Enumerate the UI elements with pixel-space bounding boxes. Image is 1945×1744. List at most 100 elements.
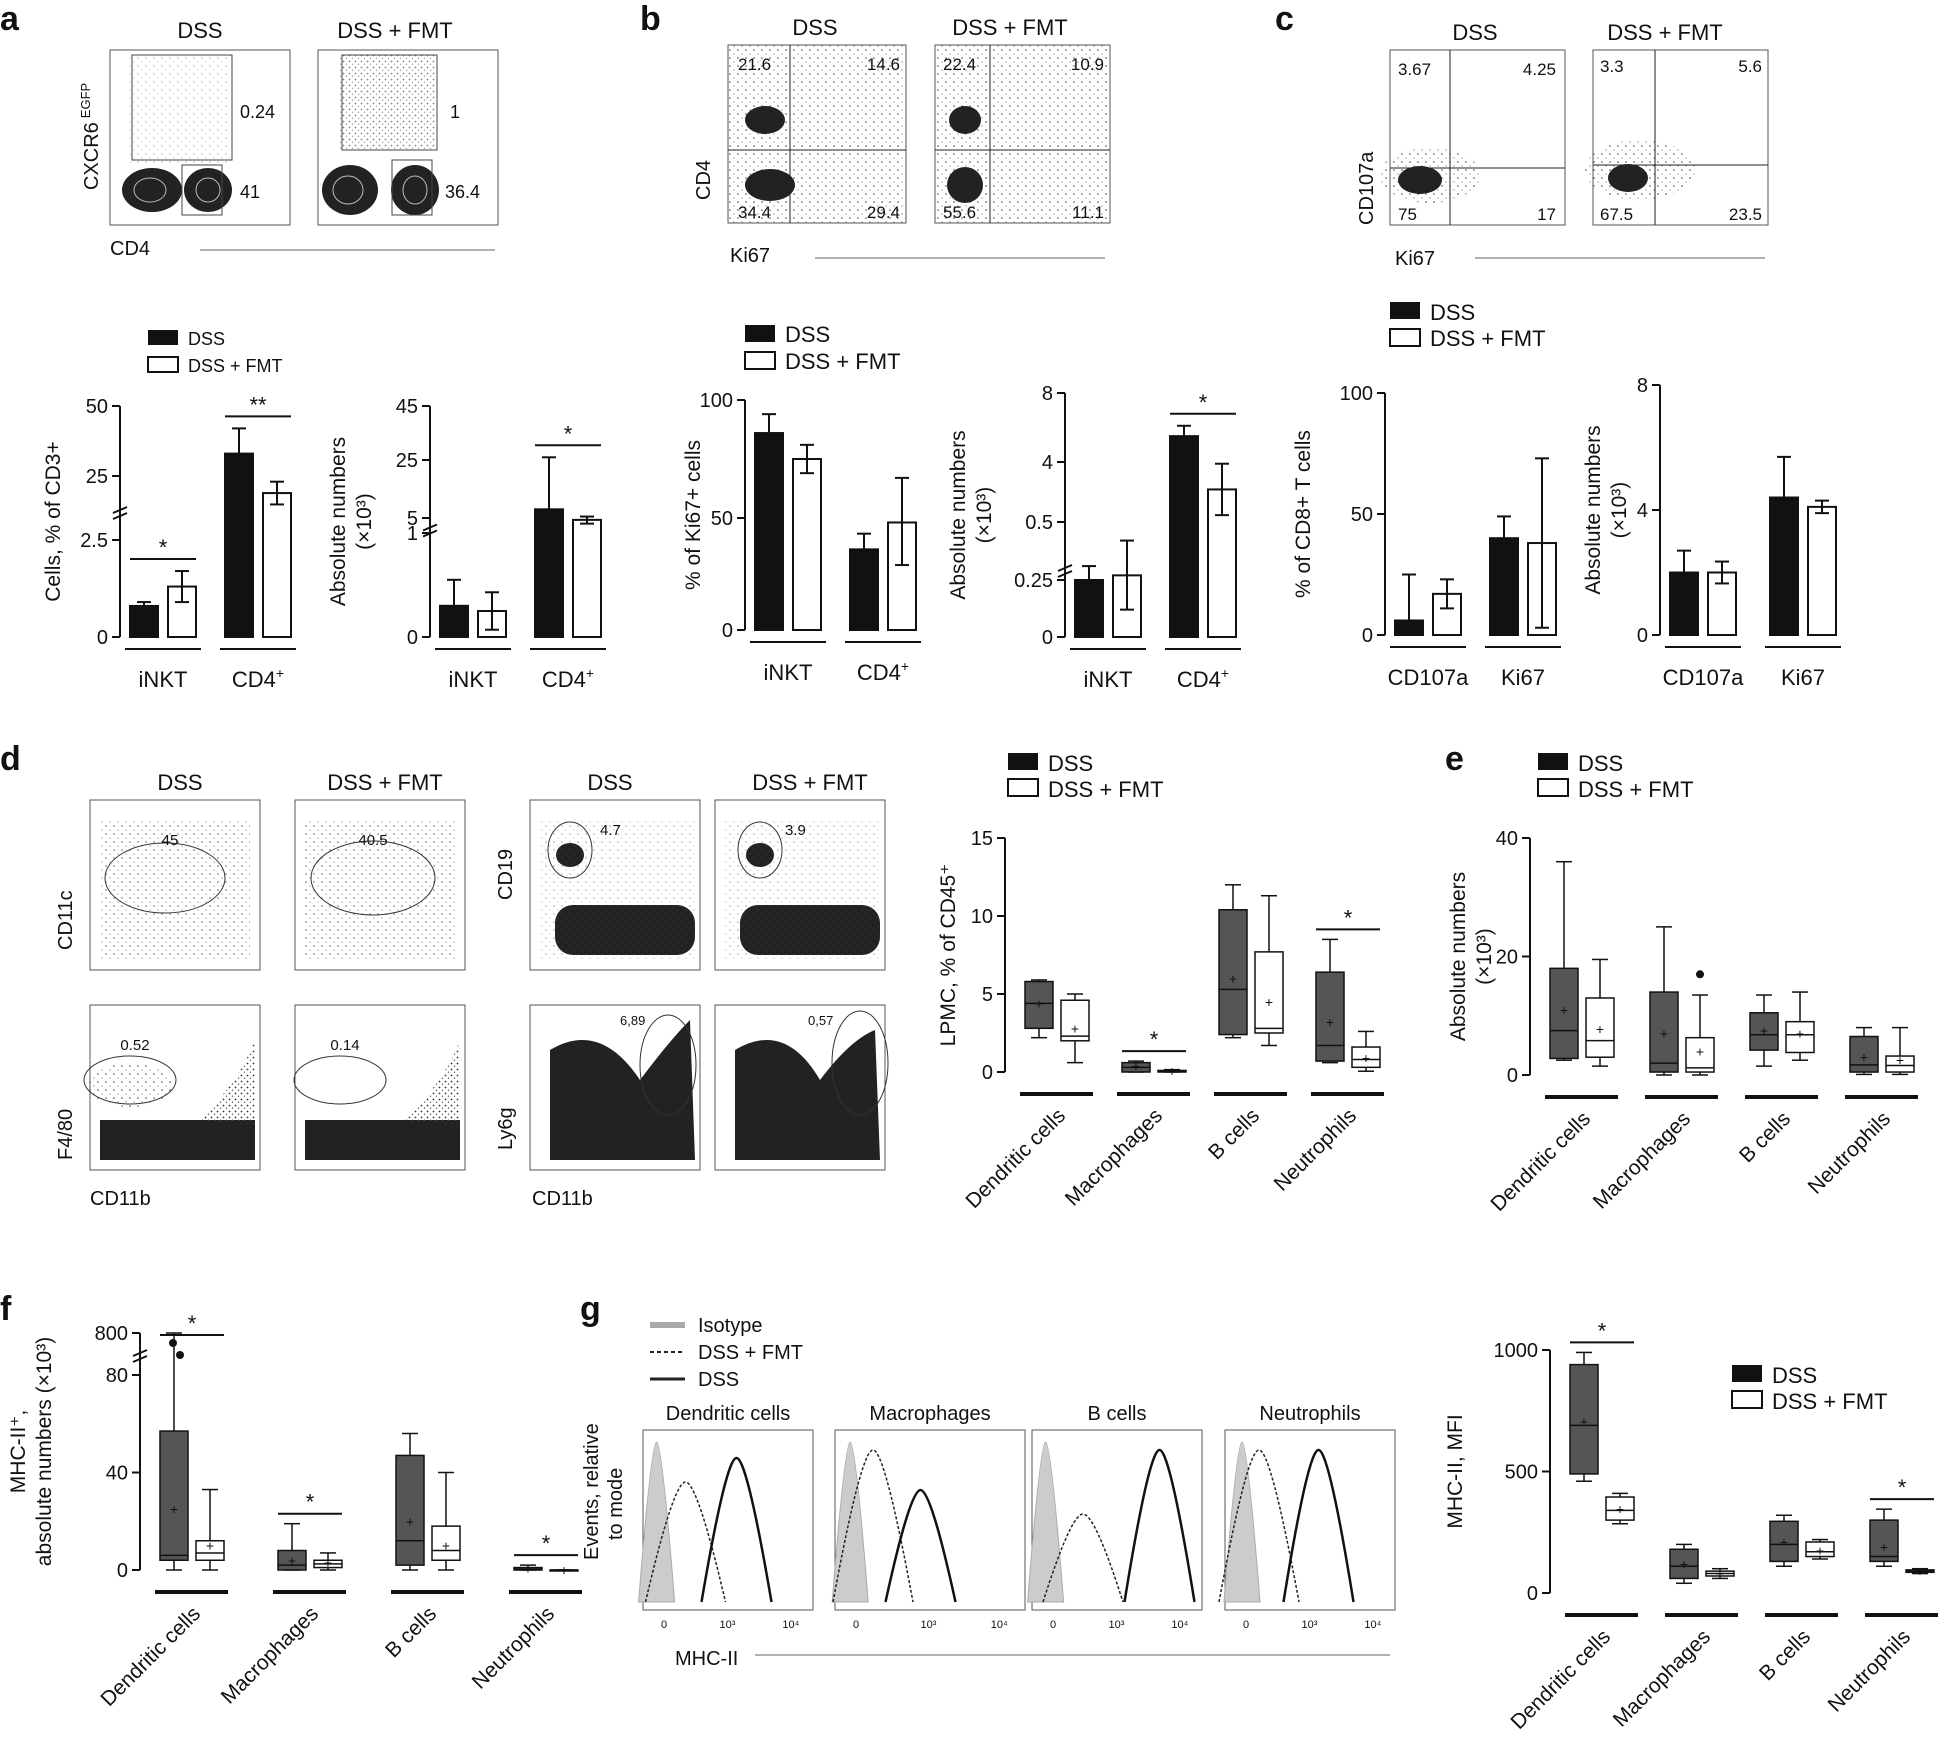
histogram-title: Macrophages: [869, 1403, 990, 1425]
significance-label: *: [306, 1490, 315, 1515]
flow-d-x-3: CD11b: [90, 1188, 151, 1210]
y-tick-label: 100: [700, 390, 733, 412]
chart-g-box: 0 500 1000 MHC-II, MFI + + Dendritic cells * + + M…: [1444, 1318, 1938, 1734]
histogram-tick: 10³: [1109, 1619, 1125, 1631]
y-axis-label: MHC-II, MFI: [1444, 1414, 1467, 1528]
flow-c: DSS DSS + FMT 3.67 4.25 75 17 3.3 5.6 67…: [1356, 20, 1769, 270]
y-tick-label: 0: [1362, 625, 1373, 647]
mean-marker: +: [1132, 1058, 1140, 1074]
histogram-tick: 10⁴: [1171, 1619, 1188, 1631]
y-axis-unit: (×10³): [1473, 928, 1496, 985]
legend-e: DSS DSS + FMT: [1537, 751, 1694, 802]
significance-label: *: [188, 1311, 197, 1336]
significance-label: *: [1344, 905, 1353, 930]
flow-d-y-7: Ly6g: [495, 1107, 517, 1150]
flow-d: DSS DSS + FMT DSS DSS + FMT 45 CD11c 40.…: [55, 770, 889, 1210]
flow-d-gate-5: 4.7: [600, 822, 621, 839]
panel-letter-c: c: [1275, 0, 1294, 38]
y-tick-label: 5: [407, 508, 418, 530]
mean-marker: +: [1616, 1501, 1624, 1517]
chart-a-pct: 0 2.5 25 50 Cells, % of CD3+ iNKT * CD4+ **: [42, 392, 296, 692]
box: [1805, 1541, 1835, 1558]
y-tick-label: 80: [106, 1365, 128, 1387]
flow-g: Isotype DSS + FMT DSS Events, relative t…: [581, 1315, 1396, 1670]
flow-d-group-4: DSS + FMT: [752, 770, 868, 795]
y-tick-label: 8: [1637, 375, 1648, 397]
panel-letter-d: d: [0, 740, 21, 778]
axis-break: [112, 506, 128, 514]
bar: [849, 548, 879, 631]
axis-break: [1057, 564, 1073, 572]
fmt-curve: [644, 1481, 727, 1603]
mean-marker: +: [1596, 1021, 1604, 1037]
flow-c-q7: 67.5: [1600, 205, 1633, 224]
legend-b-dss: DSS: [785, 322, 830, 347]
y-tick-label: 25: [396, 450, 418, 472]
chart-f-box: 0 40 80 800 MHC-II⁺, absolute numbers (×10³) +…: [7, 1311, 582, 1711]
mean-marker: +: [1560, 1002, 1568, 1018]
y-tick-label: 0: [1637, 625, 1648, 647]
flow-c-q8: 23.5: [1729, 205, 1762, 224]
x-tick-label: Neutrophils: [1270, 1104, 1361, 1195]
flow-c-group-1: DSS: [1452, 20, 1497, 45]
axis-break: [112, 512, 128, 520]
y-tick-label: 100: [1340, 383, 1373, 405]
legend-b-fmt: DSS + FMT: [785, 349, 901, 374]
fmt-curve: [1218, 1449, 1300, 1603]
y-tick-label: 0.5: [1025, 512, 1053, 534]
y-tick-label: 50: [86, 396, 108, 418]
x-tick-label: B cells: [1204, 1104, 1264, 1164]
flow-c-q2: 4.25: [1523, 60, 1556, 79]
dss-curve: [1282, 1448, 1355, 1603]
y-tick-label: 1: [407, 523, 418, 545]
significance-label: *: [1598, 1318, 1607, 1343]
mean-marker: +: [406, 1513, 414, 1529]
flow-b-q2: 14.6: [867, 55, 900, 74]
box: [431, 1525, 461, 1561]
mean-marker: +: [1680, 1556, 1688, 1572]
outlier: [169, 1339, 177, 1347]
bar: [439, 604, 469, 638]
isotype-curve: [638, 1441, 676, 1603]
axis-break: [422, 523, 438, 532]
flow-c-x-label: Ki67: [1395, 248, 1435, 270]
y-axis-unit: (×10³): [973, 487, 996, 544]
flow-d-x-7: CD11b: [532, 1188, 593, 1210]
histogram-tick: 0: [1050, 1619, 1056, 1631]
x-tick-label: CD4+: [542, 665, 594, 692]
flow-a-lower-1: 41: [240, 182, 260, 202]
legend-a: DSS DSS + FMT: [147, 329, 283, 376]
flow-d-gate-6: 3.9: [785, 822, 806, 839]
box: [1060, 999, 1090, 1042]
flow-b-group-2: DSS + FMT: [952, 15, 1068, 40]
mean-marker: +: [1265, 994, 1273, 1010]
fmt-curve: [832, 1449, 914, 1603]
flow-g-y-label-1: Events, relative: [581, 1423, 603, 1560]
mean-marker: +: [1796, 1026, 1804, 1042]
y-axis-label: Absolute numbers: [1582, 425, 1605, 594]
dss-curve: [884, 1488, 957, 1603]
flow-a-y-label: CXCR6EGFP: [78, 83, 103, 190]
histogram-tick: 0: [853, 1619, 859, 1631]
box: [1685, 1036, 1715, 1073]
flow-a-group-1: DSS: [177, 18, 222, 43]
chart-c-abs: 0 4 8 Absolute numbers (×10³) CD107a Ki67: [1582, 375, 1841, 690]
chart-b-pct: 0 50 100 % of Ki67+ cells iNKT CD4+: [682, 390, 921, 685]
y-tick-label: 1000: [1494, 1340, 1539, 1362]
mean-marker: +: [1760, 1023, 1768, 1039]
x-tick-label: Neutrophils: [1804, 1107, 1895, 1198]
panel-letter-e: e: [1445, 740, 1464, 778]
axis-break: [132, 1355, 148, 1363]
box: [1605, 1496, 1635, 1521]
legend-a-dss: DSS: [188, 329, 225, 349]
y-tick-label: 0: [97, 627, 108, 649]
flow-b-group-1: DSS: [792, 15, 837, 40]
box: [1769, 1520, 1799, 1563]
x-tick-label: Neutrophils: [468, 1602, 559, 1693]
histogram-tick: 0: [661, 1619, 667, 1631]
histogram-tick: 10⁴: [991, 1619, 1008, 1631]
flow-c-q3: 75: [1398, 205, 1417, 224]
flow-c-group-2: DSS + FMT: [1607, 20, 1723, 45]
y-axis-unit: (×10³): [353, 493, 376, 550]
